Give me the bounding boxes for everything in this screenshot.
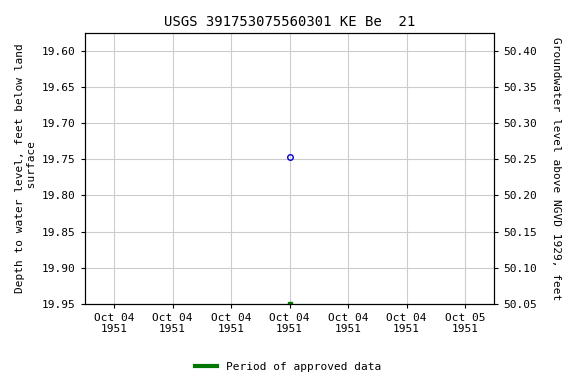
Legend: Period of approved data: Period of approved data: [191, 358, 385, 377]
Title: USGS 391753075560301 KE Be  21: USGS 391753075560301 KE Be 21: [164, 15, 415, 29]
Y-axis label: Groundwater level above NGVD 1929, feet: Groundwater level above NGVD 1929, feet: [551, 37, 561, 300]
Y-axis label: Depth to water level, feet below land
 surface: Depth to water level, feet below land su…: [15, 43, 37, 293]
